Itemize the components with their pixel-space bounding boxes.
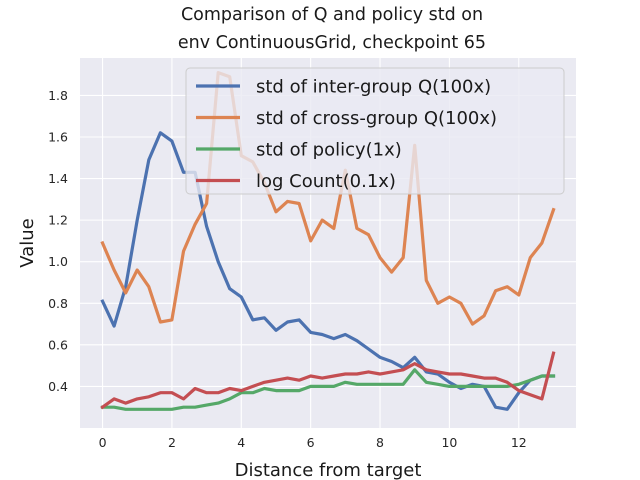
x-tick-label: 0: [99, 435, 107, 450]
y-tick-label: 1.6: [48, 129, 68, 144]
x-tick-label: 8: [376, 435, 384, 450]
legend-box: [185, 67, 565, 195]
x-axis-label: Distance from target: [235, 460, 422, 480]
series-line-2: [100, 70, 556, 326]
legend-label-1: std of inter-group Q(100x): [256, 77, 491, 98]
y-tick-label: 0.6: [48, 337, 68, 352]
chart-title-line-1: Comparison of Q and policy std on: [181, 5, 483, 25]
x-tick-label: 12: [511, 435, 527, 450]
legend-label-2: std of cross-group Q(100x): [256, 108, 497, 129]
series-line-4: [100, 351, 556, 410]
tick-labels: 0 2 4 6 8 10 12 0.4 0.6 0.8 1.0 1.2 1.4 1.6 1.8: [48, 88, 527, 450]
x-tick-label: 4: [237, 435, 245, 450]
y-tick-label: 1.2: [48, 213, 68, 228]
y-tick-label: 1.8: [48, 88, 68, 103]
y-tick-label: 1.0: [48, 254, 68, 269]
series-lines: [100, 70, 556, 411]
x-tick-label: 10: [441, 435, 457, 450]
legend-label-3: std of policy(1x): [256, 140, 402, 161]
y-axis-label: Value: [17, 218, 38, 267]
y-tick-label: 0.8: [48, 296, 68, 311]
series-line-3: [100, 368, 556, 411]
legend-label-4: log Count(0.1x): [256, 171, 396, 192]
chart-title-line-2: env ContinuousGrid, checkpoint 65: [178, 33, 486, 53]
x-tick-label: 2: [168, 435, 176, 450]
y-tick-label: 1.4: [48, 171, 68, 186]
x-tick-label: 6: [307, 435, 315, 450]
y-tick-label: 0.4: [48, 379, 68, 394]
legend: std of inter-group Q(100x) std of cross-g…: [185, 67, 565, 195]
